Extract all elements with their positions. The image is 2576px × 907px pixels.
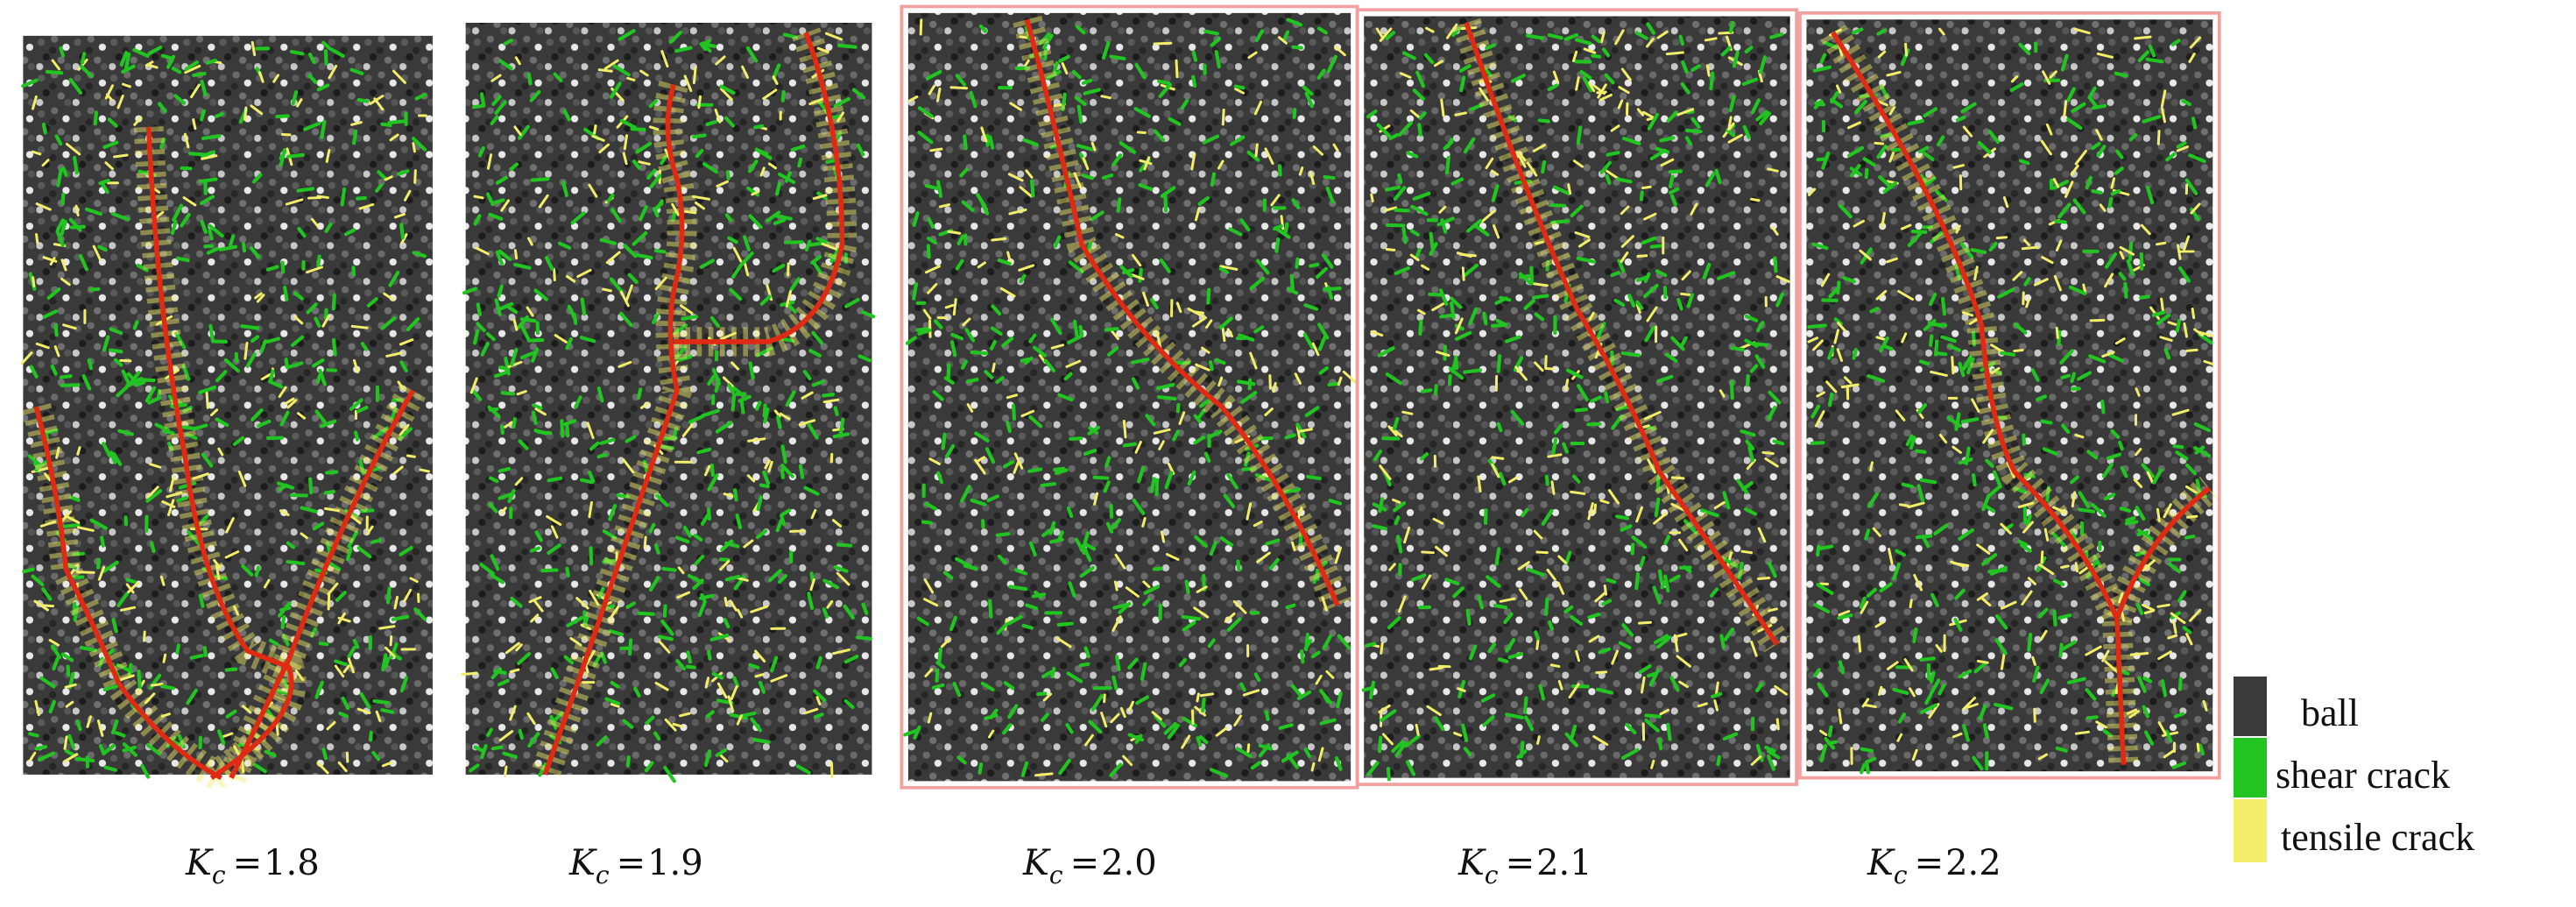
- specimen-panels: [20, 4, 2221, 791]
- fracture-line: [33, 406, 222, 781]
- micro-cracks: [1361, 20, 1790, 782]
- panel-frame: [1798, 11, 2221, 780]
- fracture-line: [1831, 31, 2127, 765]
- caption-panel-2: Kc =1.9: [568, 843, 703, 889]
- micro-cracks: [1807, 27, 2214, 775]
- specimen-panel-2: [461, 22, 876, 783]
- specimen-panel-4: [1355, 8, 1799, 786]
- caption-panel-3: Kc =2.0: [1022, 843, 1157, 889]
- panel-frame: [1355, 8, 1799, 786]
- specimen-panel-5: [1798, 11, 2221, 780]
- legend: ball shear crack tensile crack: [2234, 677, 2474, 862]
- legend-swatch-shear-crack: [2234, 738, 2267, 797]
- fracture-line: [674, 32, 845, 344]
- caption-panel-4: Kc =2.1: [1457, 843, 1592, 889]
- ball-assembly: [1806, 19, 2213, 772]
- caption-panel-1: Kc =1.8: [185, 843, 320, 889]
- specimen-panel-1: [20, 35, 433, 791]
- legend-label-tensile-crack: tensile crack: [2281, 816, 2474, 859]
- micro-cracks: [903, 18, 1357, 778]
- legend-label-ball: ball: [2301, 691, 2359, 734]
- ball-assembly: [907, 12, 1352, 782]
- fracture-line: [145, 126, 294, 780]
- caption-panel-5: Kc =2.2: [1867, 843, 2001, 889]
- legend-swatch-tensile-crack: [2234, 799, 2267, 862]
- fracture-line: [2114, 485, 2212, 620]
- fracture-line: [229, 389, 415, 779]
- fracture-line: [1464, 22, 1779, 646]
- panel-captions: Kc =1.8 Kc =1.9 Kc =2.0 Kc =2.1 Kc =2.2: [185, 843, 2001, 889]
- legend-swatch-ball: [2234, 677, 2267, 736]
- fracture-line: [1024, 18, 1340, 606]
- fracture-line: [542, 83, 685, 776]
- ball-assembly: [23, 35, 433, 775]
- specimen-panel-3: [900, 4, 1359, 790]
- legend-label-shear-crack: shear crack: [2276, 754, 2450, 797]
